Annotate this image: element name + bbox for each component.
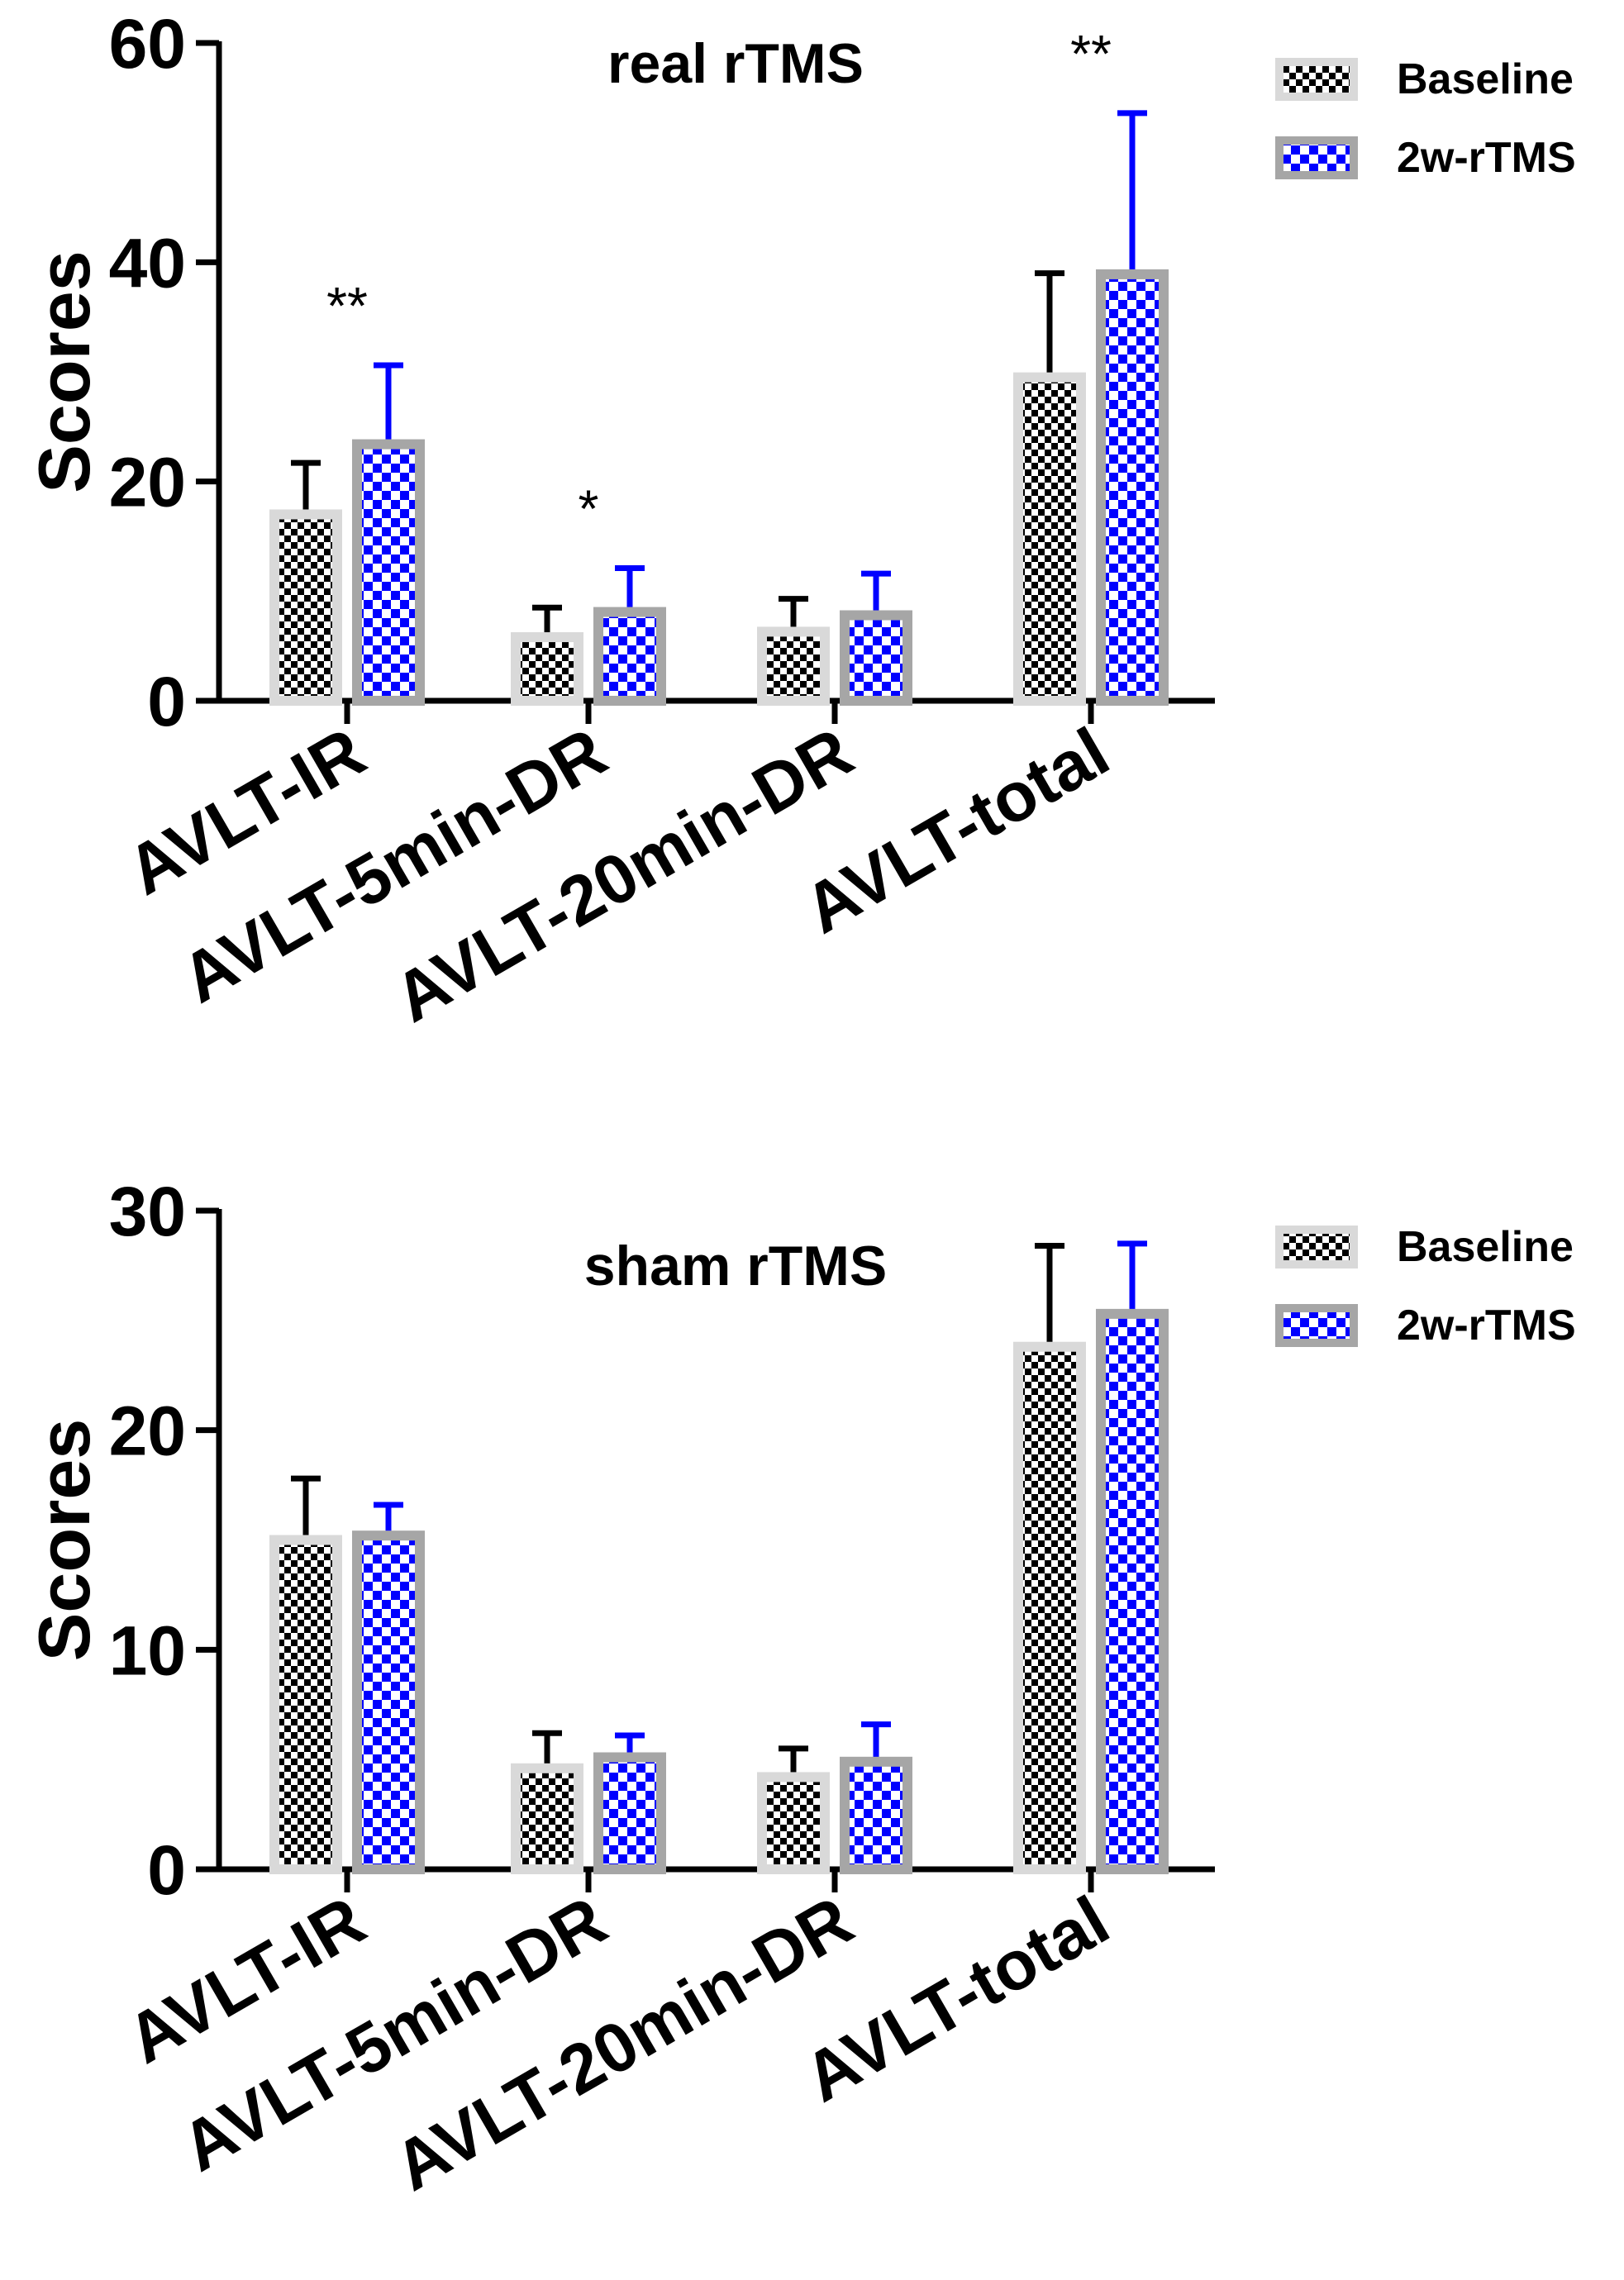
bar-baseline-avlt-ir: [269, 509, 342, 707]
legend-swatch-baseline: [1275, 1226, 1358, 1269]
y-tick-label: 30: [109, 1173, 186, 1250]
significance-mark-avlt-total: **: [1070, 24, 1112, 83]
y-axis-title: Scores: [23, 1419, 105, 1662]
y-tick-label: 0: [147, 663, 186, 740]
y-tick-label: 60: [109, 5, 186, 83]
y-tick-label: 0: [147, 1831, 186, 1909]
bar-2w-rtms-avlt-5min-dr: [593, 1752, 666, 1875]
legend-label-2w-rtms: 2w-rTMS: [1397, 1302, 1576, 1349]
y-tick-label: 20: [109, 444, 186, 521]
legend-swatch-2w-rtms: [1275, 1304, 1358, 1347]
significance-mark-avlt-5min-dr: *: [579, 478, 599, 538]
significance-mark-avlt-ir: **: [326, 276, 368, 336]
bar-2w-rtms-avlt-total: [1096, 269, 1169, 706]
chart-title: real rTMS: [607, 32, 864, 95]
legend-label-2w-rtms: 2w-rTMS: [1397, 134, 1576, 182]
bar-2w-rtms-avlt-20min-dr: [840, 1756, 912, 1874]
bar-baseline-avlt-ir: [269, 1535, 342, 1874]
bar-2w-rtms-avlt-5min-dr: [593, 607, 666, 706]
legend-label-baseline: Baseline: [1397, 1223, 1574, 1271]
y-tick-label: 40: [109, 224, 186, 302]
bar-baseline-avlt-total: [1013, 372, 1086, 706]
bar-2w-rtms-avlt-ir: [352, 439, 425, 706]
bar-baseline-avlt-20min-dr: [757, 1772, 830, 1874]
legend-swatch-baseline: [1275, 58, 1358, 101]
bar-2w-rtms-avlt-ir: [352, 1530, 425, 1874]
y-axis-title: Scores: [23, 250, 105, 493]
legend-label-baseline: Baseline: [1397, 55, 1574, 103]
legend-swatch-2w-rtms: [1275, 136, 1358, 179]
bar-baseline-avlt-5min-dr: [511, 1763, 583, 1874]
bar-baseline-avlt-20min-dr: [757, 626, 830, 706]
bar-baseline-avlt-5min-dr: [511, 632, 583, 707]
chart-title: sham rTMS: [584, 1235, 888, 1297]
y-tick-label: 20: [109, 1392, 186, 1470]
y-tick-label: 10: [109, 1611, 186, 1689]
bar-2w-rtms-avlt-20min-dr: [840, 610, 912, 707]
bar-baseline-avlt-total: [1013, 1341, 1086, 1875]
bar-2w-rtms-avlt-total: [1096, 1308, 1169, 1874]
